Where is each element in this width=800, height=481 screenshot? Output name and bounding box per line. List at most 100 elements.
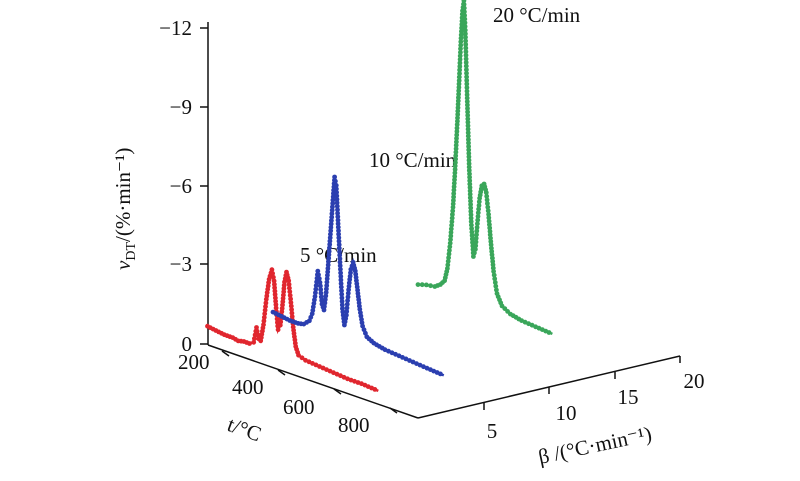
data-point <box>288 303 294 309</box>
data-point <box>419 282 425 288</box>
data-point <box>473 239 479 245</box>
data-point <box>464 78 470 83</box>
data-point <box>335 217 341 223</box>
data-point <box>318 283 323 289</box>
data-point <box>252 336 257 341</box>
data-point <box>445 262 451 268</box>
data-point <box>275 327 281 333</box>
data-point <box>467 178 473 184</box>
data-point <box>469 222 474 228</box>
data-point <box>465 113 471 118</box>
data-point <box>464 70 469 76</box>
data-point <box>475 214 481 219</box>
data-point <box>428 283 433 289</box>
data-point <box>273 305 279 311</box>
data-point <box>337 252 343 258</box>
data-point <box>456 85 462 90</box>
data-point <box>269 267 275 273</box>
data-point <box>458 35 464 41</box>
data-point <box>323 290 329 295</box>
data-point <box>335 207 340 213</box>
data-point <box>313 290 318 296</box>
data-point <box>448 237 453 243</box>
v-tick-label: 0 <box>182 332 193 356</box>
data-point <box>464 99 470 104</box>
t-tick-label: 800 <box>338 413 370 437</box>
data-point <box>468 212 474 218</box>
data-point <box>491 272 497 278</box>
t-tick-label: 400 <box>232 375 264 399</box>
data-point <box>454 132 460 138</box>
data-point <box>286 282 292 287</box>
data-point <box>338 281 344 286</box>
data-point <box>326 249 332 254</box>
data-point <box>273 295 278 301</box>
data-point <box>448 226 454 232</box>
data-point <box>469 229 475 235</box>
v-ticks: 0 −3 −6 −9 −12 <box>159 16 208 356</box>
data-point <box>546 330 552 335</box>
data-point <box>475 217 481 223</box>
data-point <box>289 310 295 316</box>
data-point <box>466 144 471 149</box>
data-point <box>456 95 461 100</box>
data-point <box>337 249 342 255</box>
data-point <box>339 295 345 301</box>
data-point <box>462 27 468 33</box>
data-point <box>261 315 267 320</box>
data-point <box>452 167 458 172</box>
data-point <box>325 262 331 268</box>
data-point <box>451 184 457 190</box>
data-point <box>311 301 317 306</box>
data-point <box>464 81 470 87</box>
data-point <box>462 24 468 29</box>
data-point <box>271 274 276 280</box>
data-point <box>328 221 334 227</box>
data-point <box>469 233 475 238</box>
data-point <box>344 312 349 318</box>
data-point <box>315 268 321 274</box>
data-point <box>451 187 457 193</box>
data-point <box>467 188 473 194</box>
data-point <box>466 157 472 163</box>
data-point <box>327 242 333 247</box>
data-point <box>337 259 343 265</box>
data-point <box>451 194 456 200</box>
data-point <box>466 140 471 146</box>
data-point <box>251 339 257 345</box>
data-point <box>454 129 460 134</box>
data-point <box>318 294 324 300</box>
data-point <box>262 307 268 313</box>
data-point <box>317 280 323 285</box>
data-point <box>316 272 321 278</box>
data-point <box>476 199 482 205</box>
data-point <box>458 42 464 48</box>
data-point <box>484 193 490 199</box>
data-point <box>360 323 365 329</box>
data-point <box>329 207 335 213</box>
data-point <box>272 288 278 294</box>
t-tick-mark <box>333 388 342 395</box>
data-point <box>336 235 342 241</box>
data-point <box>476 203 482 208</box>
data-point <box>468 209 474 214</box>
beta-tick-label: 5 <box>487 419 498 443</box>
data-point <box>363 330 368 336</box>
data-point <box>453 149 459 155</box>
series-10-c-min: 10 °C/min <box>270 148 457 377</box>
data-point <box>457 67 462 73</box>
data-point <box>337 256 343 262</box>
data-point <box>464 67 469 73</box>
beta-tick-label: 15 <box>618 385 639 409</box>
v-axis-label-main: v <box>111 260 135 270</box>
data-point <box>493 283 499 289</box>
data-point <box>334 203 340 209</box>
data-point <box>447 240 453 246</box>
v-axis-label-sub: DT <box>124 242 139 261</box>
data-point <box>299 355 305 361</box>
series-20-c-min: 20 °C/min <box>415 0 581 336</box>
beta-axis-label: β /(°C·min⁻¹) <box>536 421 654 468</box>
data-point <box>453 153 459 159</box>
data-point <box>313 286 319 292</box>
data-point <box>338 274 344 279</box>
